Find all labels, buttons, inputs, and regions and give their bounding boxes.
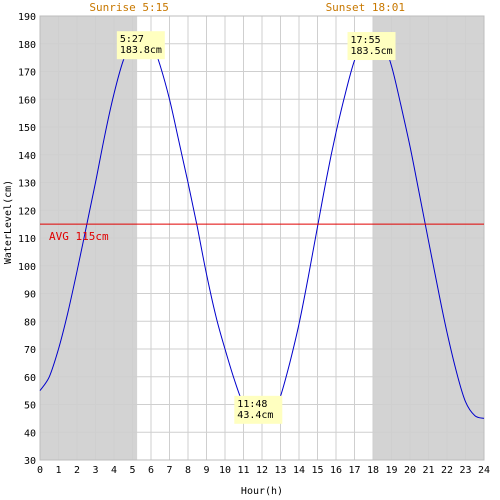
x-tick-label: 6: [148, 465, 154, 476]
y-tick-label: 180: [18, 40, 36, 51]
y-tick-label: 80: [24, 317, 36, 328]
y-tick-label: 110: [18, 234, 36, 245]
y-tick-label: 60: [24, 373, 36, 384]
x-tick-label: 24: [478, 465, 490, 476]
x-tick-label: 4: [111, 465, 117, 476]
y-tick-label: 160: [18, 95, 36, 106]
x-tick-label: 15: [311, 465, 323, 476]
x-tick-label: 9: [203, 465, 209, 476]
y-tick-label: 150: [18, 123, 36, 134]
x-tick-label: 11: [237, 465, 249, 476]
x-tick-label: 18: [367, 465, 379, 476]
tick-label-layer: 0 1 2 3 4 5 6 7 8 9 10 11 12 13 14 15 16 17 18 19 20 21 22 23 24…: [18, 12, 490, 476]
sunrise-label: Sunrise 5:15: [89, 1, 168, 14]
y-tick-label: 40: [24, 428, 36, 439]
y-tick-label: 50: [24, 401, 36, 412]
x-tick-label: 1: [55, 465, 61, 476]
x-tick-label: 13: [274, 465, 286, 476]
y-tick-label: 190: [18, 12, 36, 23]
x-tick-label: 12: [256, 465, 268, 476]
y-tick-label: 170: [18, 68, 36, 79]
plot-border: [39, 15, 485, 461]
x-tick-label: 8: [185, 465, 191, 476]
x-axis-title: Hour(h): [241, 486, 283, 497]
x-tick-label: 0: [37, 465, 43, 476]
tide-annotation-time: 5:27: [120, 34, 144, 45]
tide-annotation-box: [347, 32, 396, 61]
x-tick-label: 3: [92, 465, 98, 476]
x-tick-label: 14: [293, 465, 305, 476]
x-tick-label: 19: [385, 465, 397, 476]
tide-annotation-value: 183.8cm: [120, 45, 162, 56]
y-axis-title: WaterLevel(cm): [3, 180, 14, 264]
y-tick-label: 120: [18, 206, 36, 217]
y-tick-label: 140: [18, 151, 36, 162]
x-tick-label: 22: [441, 465, 453, 476]
x-tick-label: 23: [459, 465, 471, 476]
x-tick-label: 2: [74, 465, 80, 476]
average-label: AVG 115cm: [49, 230, 109, 243]
tide-annotation-time: 17:55: [351, 35, 381, 46]
x-tick-label: 7: [166, 465, 172, 476]
x-tick-label: 17: [348, 465, 360, 476]
tide-annotation-box: [234, 395, 283, 424]
tide-annotation-time: 11:48: [237, 399, 267, 410]
y-tick-label: 100: [18, 262, 36, 273]
y-tick-label: 70: [24, 345, 36, 356]
x-tick-label: 5: [129, 465, 135, 476]
tide-annotation-box: [116, 31, 165, 60]
y-tick-label: 130: [18, 179, 36, 190]
x-tick-label: 10: [219, 465, 231, 476]
tide-annotation-value: 43.4cm: [237, 410, 273, 421]
x-tick-label: 21: [422, 465, 434, 476]
sunset-label: Sunset 18:01: [326, 1, 405, 14]
y-tick-label: 30: [24, 456, 36, 467]
x-tick-label: 20: [404, 465, 416, 476]
x-tick-label: 16: [330, 465, 342, 476]
average-layer: AVG 115cm: [40, 223, 484, 243]
tide-annotation-value: 183.5cm: [351, 46, 393, 57]
grid-layer: [39, 15, 485, 461]
y-tick-label: 90: [24, 290, 36, 301]
